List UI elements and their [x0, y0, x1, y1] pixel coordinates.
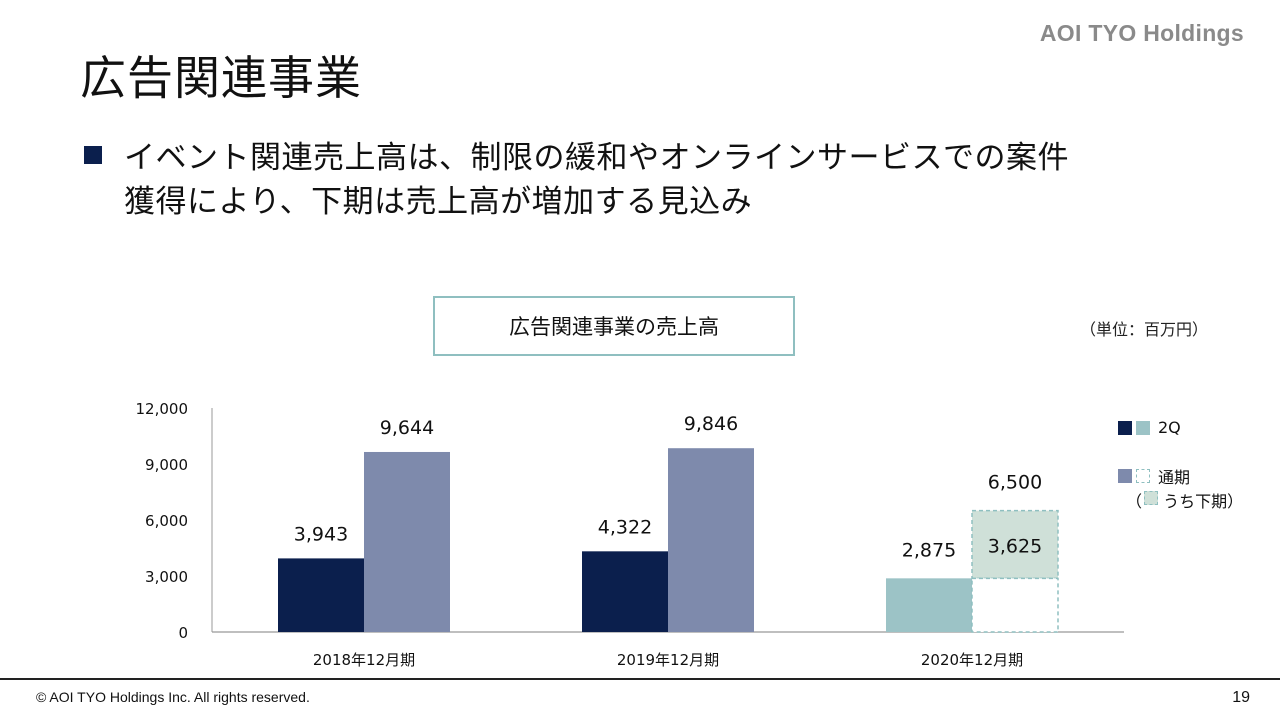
x-category-label: 2018年12月期: [313, 651, 415, 669]
bar-full-year: [364, 451, 450, 632]
legend-swatch-teal: [1136, 420, 1150, 435]
bar-full-year: [668, 448, 754, 632]
legend-swatch-dashed: [1136, 469, 1150, 483]
bullet-text: イベント関連売上高は、制限の緩和やオンラインサービスでの案件 獲得により、下期は…: [124, 136, 1214, 224]
unit-label: （単位：百万円）: [1079, 320, 1208, 339]
bullet-line-2: 獲得により、下期は売上高が増加する見込み: [124, 184, 753, 220]
data-label-2q: 3,943: [294, 523, 348, 545]
page-number: 19: [1232, 689, 1250, 706]
page-title: 広告関連事業: [80, 51, 362, 105]
chart-title: 広告関連事業の売上高: [433, 296, 795, 356]
legend-label-2q: 2Q: [1158, 418, 1181, 437]
x-category-label: 2019年12月期: [617, 651, 719, 669]
y-tick-label: 0: [178, 624, 188, 642]
data-label-full-year: 9,846: [684, 413, 738, 435]
legend-swatch-navy: [1118, 420, 1132, 435]
bar-2q: [582, 551, 668, 632]
data-label-full-year: 6,500: [988, 472, 1042, 494]
y-tick-label: 12,000: [136, 400, 189, 418]
bar-2q: [886, 578, 972, 632]
bullet-line-1: イベント関連売上高は、制限の緩和やオンラインサービスでの案件: [124, 140, 1069, 176]
y-tick-label: 6,000: [145, 512, 188, 530]
y-tick-label: 9,000: [145, 456, 188, 474]
legend-swatch-dashed-fill: [1144, 491, 1158, 505]
data-label-full-year: 9,644: [380, 417, 434, 439]
data-label-2q: 4,322: [598, 516, 652, 538]
bar-2q: [278, 558, 364, 632]
data-label-second-half: 3,625: [988, 536, 1042, 558]
legend-item-2q: 2Q: [1118, 418, 1181, 437]
x-category-label: 2020年12月期: [921, 651, 1023, 669]
bullet-point: イベント関連売上高は、制限の緩和やオンラインサービスでの案件 獲得により、下期は…: [84, 136, 1214, 224]
copyright-text: © AOI TYO Holdings Inc. All rights reser…: [36, 689, 310, 705]
company-logo: AOI TYO Holdings: [1039, 20, 1244, 46]
legend-label-full-year: 通期: [1158, 468, 1191, 487]
footer-divider: [0, 678, 1280, 680]
legend-swatch-gray: [1118, 469, 1132, 483]
legend-item-full-year: 通期: [1118, 464, 1190, 488]
y-tick-label: 3,000: [145, 568, 188, 586]
legend-item-second-half: （ うち下期）: [1126, 488, 1243, 512]
square-bullet-icon: [84, 146, 102, 164]
bar-first-half-outline: [971, 577, 1059, 633]
data-label-2q: 2,875: [902, 539, 956, 561]
